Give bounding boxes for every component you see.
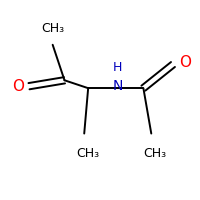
- Text: H: H: [113, 61, 122, 74]
- Text: CH₃: CH₃: [144, 147, 167, 160]
- Text: CH₃: CH₃: [77, 147, 100, 160]
- Text: O: O: [179, 55, 191, 70]
- Text: N: N: [113, 79, 123, 93]
- Text: CH₃: CH₃: [41, 22, 64, 35]
- Text: O: O: [12, 79, 24, 94]
